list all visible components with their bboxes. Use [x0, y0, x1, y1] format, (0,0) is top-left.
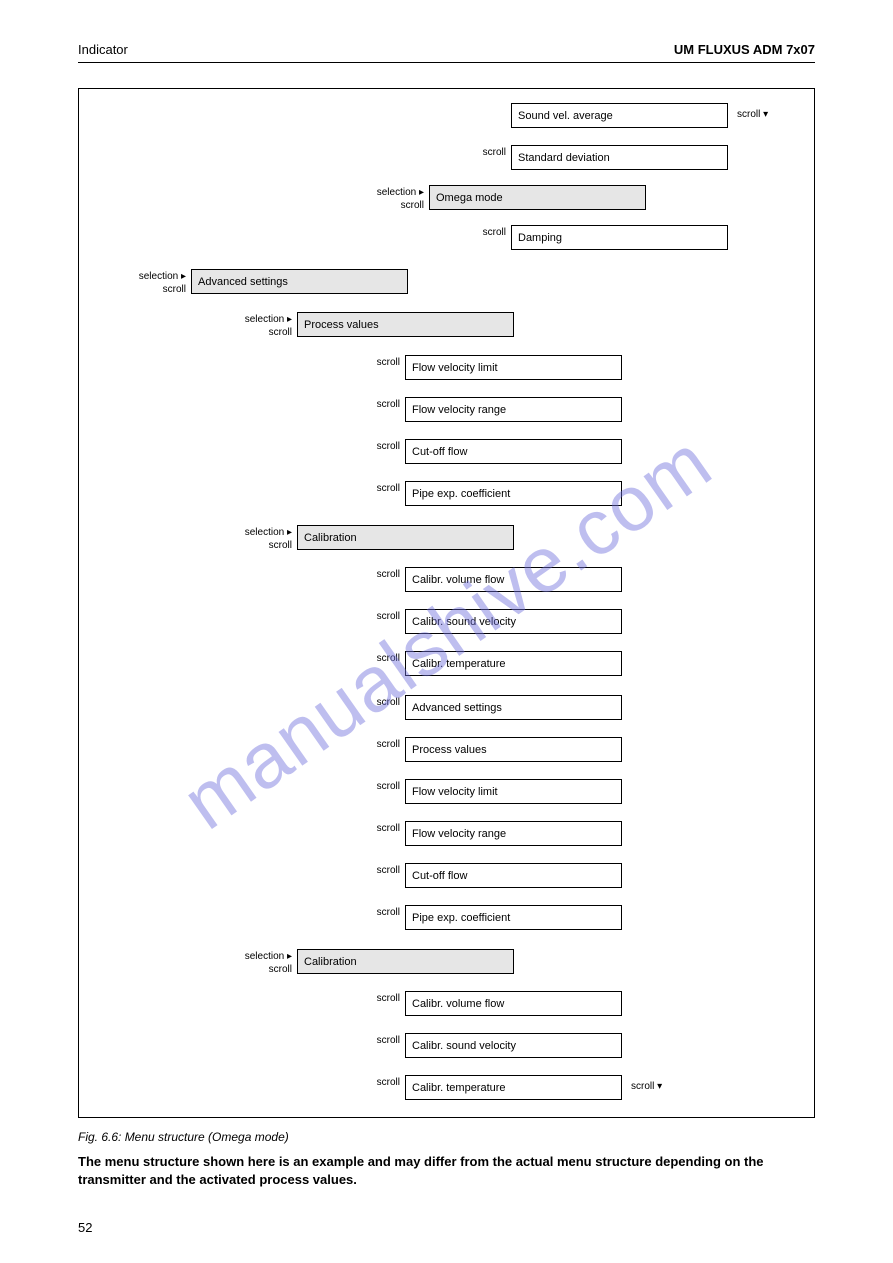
- hdr-process-caption: selection ▸scroll: [237, 314, 292, 339]
- menu-242-label: Standard deviation: [518, 152, 610, 164]
- menu-244-caption: scroll: [451, 227, 506, 240]
- menu-253-label: Calibr. sound velocity: [412, 616, 516, 628]
- menu-257: Flow velocity limit: [405, 779, 622, 804]
- footer-note: The menu structure shown here is an exam…: [78, 1153, 815, 1189]
- hdr-process: Process values: [297, 312, 514, 337]
- menu-248-caption: scroll: [345, 399, 400, 412]
- menu-252-caption: scroll: [345, 569, 400, 582]
- menu-241: Sound vel. average: [511, 103, 728, 128]
- menu-260: Pipe exp. coefficient: [405, 905, 622, 930]
- menu-262-label: Calibr. volume flow: [412, 998, 504, 1010]
- hdr-advanced: Advanced settings: [191, 269, 408, 294]
- menu-263: Calibr. sound velocity: [405, 1033, 622, 1058]
- menu-260-caption: scroll: [345, 907, 400, 920]
- hdr-omega-caption: selection ▸scroll: [369, 187, 424, 212]
- hdr-calib2-label: Calibration: [304, 956, 357, 968]
- menu-244: Damping: [511, 225, 728, 250]
- menu-258: Flow velocity range: [405, 821, 622, 846]
- menu-248: Flow velocity range: [405, 397, 622, 422]
- menu-259-label: Cut-off flow: [412, 870, 467, 882]
- hdr-omega-label: Omega mode: [436, 192, 503, 204]
- menu-255-caption: scroll: [345, 697, 400, 710]
- menu-255: Advanced settings: [405, 695, 622, 720]
- menu-262-caption: scroll: [345, 993, 400, 1006]
- hdr-calib2: Calibration: [297, 949, 514, 974]
- menu-247-label: Flow velocity limit: [412, 362, 498, 374]
- menu-241-label: Sound vel. average: [518, 110, 613, 122]
- menu-250: Pipe exp. coefficient: [405, 481, 622, 506]
- hdr-calib: Calibration: [297, 525, 514, 550]
- hdr-omega: Omega mode: [429, 185, 646, 210]
- menu-250-label: Pipe exp. coefficient: [412, 488, 510, 500]
- menu-255-label: Advanced settings: [412, 702, 502, 714]
- hdr-advanced-label: Advanced settings: [198, 276, 288, 288]
- menu-259-caption: scroll: [345, 865, 400, 878]
- menu-254-caption: scroll: [345, 653, 400, 666]
- menu-258-caption: scroll: [345, 823, 400, 836]
- header-left: Indicator: [78, 42, 128, 57]
- hdr-advanced-caption: selection ▸scroll: [131, 271, 186, 296]
- menu-264: Calibr. temperature: [405, 1075, 622, 1100]
- menu-247-caption: scroll: [345, 357, 400, 370]
- menu-244-label: Damping: [518, 232, 562, 244]
- menu-253-caption: scroll: [345, 611, 400, 624]
- hdr-calib-label: Calibration: [304, 532, 357, 544]
- menu-263-label: Calibr. sound velocity: [412, 1040, 516, 1052]
- hdr-calib-caption: selection ▸scroll: [237, 527, 292, 552]
- header-right: UM FLUXUS ADM 7x07: [674, 42, 815, 57]
- figure-caption: Fig. 6.6: Menu structure (Omega mode): [78, 1130, 289, 1144]
- menu-248-label: Flow velocity range: [412, 404, 506, 416]
- menu-264-caption: scroll: [345, 1077, 400, 1090]
- menu-263-caption: scroll: [345, 1035, 400, 1048]
- menu-262: Calibr. volume flow: [405, 991, 622, 1016]
- menu-242: Standard deviation: [511, 145, 728, 170]
- menu-252: Calibr. volume flow: [405, 567, 622, 592]
- menu-264-caption-right: scroll ▾: [631, 1081, 662, 1094]
- menu-256-caption: scroll: [345, 739, 400, 752]
- menu-249-caption: scroll: [345, 441, 400, 454]
- menu-259: Cut-off flow: [405, 863, 622, 888]
- menu-241-caption: scroll ▾: [737, 109, 768, 122]
- menu-257-caption: scroll: [345, 781, 400, 794]
- menu-264-label: Calibr. temperature: [412, 1082, 506, 1094]
- page-header: Indicator UM FLUXUS ADM 7x07: [78, 42, 815, 57]
- menu-254-label: Calibr. temperature: [412, 658, 506, 670]
- menu-258-label: Flow velocity range: [412, 828, 506, 840]
- menu-260-label: Pipe exp. coefficient: [412, 912, 510, 924]
- page-number: 52: [78, 1220, 92, 1235]
- menu-247: Flow velocity limit: [405, 355, 622, 380]
- menu-256-label: Process values: [412, 744, 487, 756]
- hdr-process-label: Process values: [304, 319, 379, 331]
- menu-257-label: Flow velocity limit: [412, 786, 498, 798]
- menu-250-caption: scroll: [345, 483, 400, 496]
- menu-254: Calibr. temperature: [405, 651, 622, 676]
- header-rule: [78, 62, 815, 63]
- menu-diagram-frame: Sound vel. average scroll ▾ Standard devia…: [78, 88, 815, 1118]
- menu-252-label: Calibr. volume flow: [412, 574, 504, 586]
- menu-253: Calibr. sound velocity: [405, 609, 622, 634]
- menu-256: Process values: [405, 737, 622, 762]
- menu-242-caption: scroll: [451, 147, 506, 160]
- hdr-calib2-caption: selection ▸scroll: [237, 951, 292, 976]
- menu-249-label: Cut-off flow: [412, 446, 467, 458]
- menu-249: Cut-off flow: [405, 439, 622, 464]
